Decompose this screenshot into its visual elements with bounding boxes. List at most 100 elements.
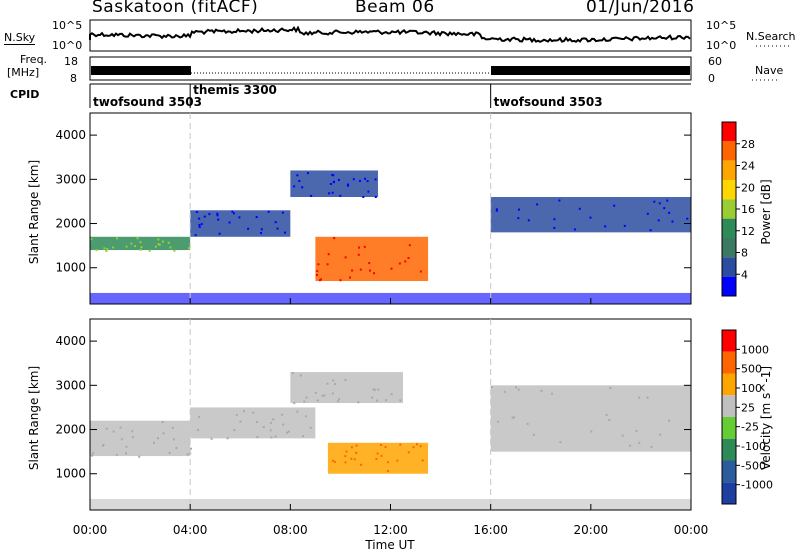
data-speckle <box>578 207 581 210</box>
data-speckle <box>286 431 288 434</box>
data-speckle <box>172 438 175 441</box>
velocity-colorbar-swatch <box>722 330 736 352</box>
data-speckle <box>373 388 376 391</box>
data-speckle <box>154 245 157 248</box>
data-speckle <box>375 458 378 460</box>
data-speckle <box>355 444 358 447</box>
data-speckle <box>663 207 666 210</box>
data-speckle <box>267 210 270 213</box>
data-band <box>327 442 429 474</box>
data-speckle <box>326 382 329 385</box>
data-speckle <box>671 220 674 223</box>
data-speckle <box>232 212 235 215</box>
y-tick-label: 1000 <box>55 261 86 275</box>
data-speckle <box>412 446 415 449</box>
data-speckle <box>374 196 377 198</box>
x-tick-label: 20:00 <box>574 523 609 537</box>
nave-label: Nave <box>755 64 784 77</box>
data-speckle <box>161 240 164 243</box>
data-speckle <box>344 455 347 458</box>
data-speckle <box>306 172 309 175</box>
data-speckle <box>323 394 326 397</box>
velocity-colorbar-tick-label: -100 <box>741 440 766 453</box>
data-speckle <box>344 461 347 464</box>
data-speckle <box>495 209 498 212</box>
data-speckle <box>238 216 241 219</box>
data-speckle <box>339 194 342 197</box>
freq-tick-bottom: 8 <box>70 72 77 85</box>
power-colorbar-tick-label: 20 <box>741 181 755 194</box>
data-speckle <box>218 232 221 235</box>
data-speckle <box>140 246 143 249</box>
data-speckle <box>387 470 389 473</box>
cpid-label: CPID <box>10 88 40 101</box>
data-speckle <box>349 276 351 279</box>
data-speckle <box>385 399 388 402</box>
data-speckle <box>274 221 277 224</box>
data-speckle <box>621 434 624 437</box>
data-speckle <box>231 210 234 213</box>
data-speckle <box>590 430 593 433</box>
data-speckle <box>188 247 191 250</box>
data-speckle <box>376 399 379 402</box>
data-speckle <box>105 250 108 252</box>
data-speckle <box>131 436 134 439</box>
velocity-colorbar-swatch <box>722 373 736 396</box>
data-speckle <box>102 444 105 446</box>
velocity-colorbar-frame <box>721 329 737 505</box>
data-speckle <box>169 246 172 249</box>
data-speckle <box>532 433 535 436</box>
power-colorbar-tick-label: 8 <box>741 247 748 260</box>
data-band <box>90 420 191 457</box>
power-colorbar: 28 24 20 16 12 8 4 <box>721 121 755 297</box>
power-colorbar-tick-label: 24 <box>741 160 755 173</box>
data-speckle <box>198 415 201 418</box>
data-speckle <box>217 218 220 221</box>
data-band <box>490 197 691 233</box>
data-speckle <box>291 372 294 375</box>
data-speckle <box>333 460 336 463</box>
data-speckle <box>293 402 296 405</box>
data-speckle <box>650 445 653 448</box>
data-speckle <box>106 248 109 251</box>
data-speckle <box>398 262 401 265</box>
data-speckle <box>360 463 362 466</box>
noise-trace <box>89 25 691 44</box>
power-colorbar-label: Power [dB] <box>759 179 773 244</box>
data-speckle <box>629 444 632 447</box>
data-speckle <box>350 446 353 449</box>
data-speckle <box>90 238 93 241</box>
freq-label: Freq. <box>20 53 48 66</box>
data-speckle <box>157 238 160 241</box>
data-speckle <box>344 379 347 381</box>
y-tick-label: 4000 <box>55 334 86 348</box>
data-speckle <box>161 421 164 423</box>
data-speckle <box>605 413 608 416</box>
data-speckle <box>194 234 197 237</box>
data-speckle <box>380 443 383 446</box>
y-tick-label: 2000 <box>55 217 86 231</box>
data-speckle <box>408 244 411 247</box>
power-colorbar-tick-label: 16 <box>741 203 755 216</box>
data-speckle <box>233 429 236 432</box>
data-speckle <box>309 426 312 429</box>
data-speckle <box>512 416 515 419</box>
data-speckle <box>198 225 201 228</box>
y-axis-label-velocity: Slant Range [km] <box>27 366 41 470</box>
data-speckle <box>390 267 393 270</box>
data-speckle <box>390 393 393 396</box>
power-colorbar-swatch <box>722 218 736 238</box>
velocity-colorbar-swatch <box>722 351 736 374</box>
data-speckle <box>255 216 258 218</box>
data-speckle <box>136 237 139 240</box>
data-speckle <box>173 249 176 252</box>
data-speckle <box>310 194 313 197</box>
data-speckle <box>296 410 299 413</box>
data-speckle <box>316 399 319 402</box>
data-speckle <box>336 400 339 403</box>
data-speckle <box>316 270 319 273</box>
data-speckle <box>197 428 199 431</box>
velocity-colorbar-tick-label: -25 <box>741 421 759 434</box>
data-speckle <box>646 212 649 215</box>
data-speckle <box>421 459 424 462</box>
